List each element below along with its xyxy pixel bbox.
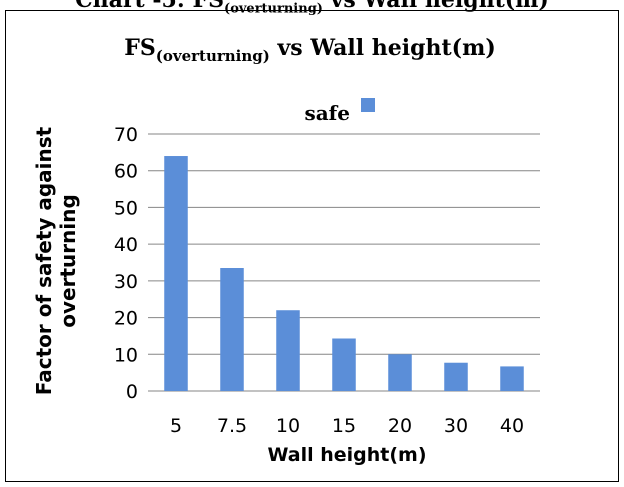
legend-swatch bbox=[361, 98, 375, 112]
y-axis-label-line-2: overturning bbox=[56, 194, 80, 328]
x-tick-label: 10 bbox=[276, 415, 300, 437]
x-axis-label: Wall height(m) bbox=[267, 444, 426, 466]
bar bbox=[444, 362, 468, 391]
chart-frame bbox=[5, 10, 619, 482]
y-axis-label-line-1: Factor of safety against bbox=[32, 126, 56, 395]
y-tick-label: 50 bbox=[114, 197, 138, 219]
x-tick-label: 7.5 bbox=[217, 415, 247, 437]
x-tick-labels: 5 7.5 10 15 20 30 40 bbox=[170, 415, 524, 437]
chart-title-subscript: (overturning) bbox=[156, 47, 270, 65]
bar bbox=[276, 310, 300, 391]
y-tick-label: 40 bbox=[114, 234, 138, 256]
caption-suffix: vs Wall height(m) bbox=[322, 0, 549, 13]
x-tick-label: 20 bbox=[388, 415, 412, 437]
caption-prefix: Chart -5: FS bbox=[75, 0, 225, 13]
y-tick-label: 30 bbox=[114, 271, 138, 293]
x-tick-label: 40 bbox=[500, 415, 524, 437]
bar bbox=[332, 338, 356, 391]
x-tick-label: 30 bbox=[444, 415, 468, 437]
bar bbox=[220, 268, 244, 391]
x-tick-label: 15 bbox=[332, 415, 356, 437]
y-tick-label: 60 bbox=[114, 161, 138, 183]
bar bbox=[164, 156, 188, 391]
gridlines bbox=[148, 133, 540, 355]
chart-title-main: FS bbox=[124, 35, 156, 61]
bar bbox=[500, 366, 524, 391]
y-tick-labels: 0 10 20 30 40 50 60 70 bbox=[114, 124, 138, 403]
y-tick-label: 20 bbox=[114, 308, 138, 330]
x-tick-label: 5 bbox=[170, 415, 182, 437]
legend-label: safe bbox=[304, 101, 350, 125]
y-tick-label: 0 bbox=[126, 381, 138, 403]
bar-series bbox=[164, 156, 524, 391]
caption-subscript: (overturning) bbox=[224, 1, 323, 17]
bar bbox=[388, 354, 412, 391]
y-tick-label: 70 bbox=[114, 124, 138, 146]
y-axis-label: Factor of safety against overturning bbox=[32, 126, 80, 395]
page-chart-caption: Chart -5: FS(overturning) vs Wall height… bbox=[0, 0, 624, 16]
chart-title-rest: vs Wall height(m) bbox=[270, 35, 496, 61]
y-tick-label: 10 bbox=[114, 344, 138, 366]
chart-title: FS(overturning) vs Wall height(m) bbox=[124, 35, 496, 65]
